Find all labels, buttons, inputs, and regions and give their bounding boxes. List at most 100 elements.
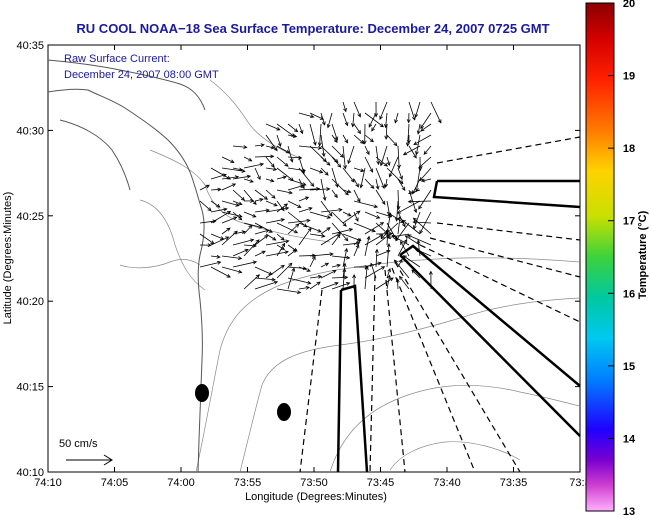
current-vector <box>298 266 311 272</box>
current-vector-head <box>360 140 365 145</box>
current-vector <box>320 112 326 126</box>
current-vector-head <box>319 169 324 174</box>
current-vector-head <box>350 178 355 183</box>
current-vector <box>331 276 348 279</box>
current-vector <box>364 156 373 173</box>
radar-beams <box>299 136 581 473</box>
current-vector-head <box>319 116 325 120</box>
current-vector <box>386 156 390 166</box>
current-vector <box>276 262 293 279</box>
current-vector <box>276 123 295 137</box>
current-vector-head <box>391 235 396 239</box>
current-vectors <box>199 101 442 295</box>
station-marker <box>195 384 209 402</box>
current-vector <box>298 227 312 246</box>
current-vector-head <box>406 139 411 145</box>
current-vector <box>394 259 410 279</box>
current-vector-head <box>418 164 423 169</box>
current-vector <box>413 221 432 224</box>
current-vector-head <box>276 126 281 131</box>
beam-wedge <box>432 179 581 209</box>
current-vector-head <box>324 171 329 176</box>
x-tick-label: 74:05 <box>101 477 129 489</box>
current-vector-head <box>280 246 286 250</box>
current-vector-head <box>386 242 391 248</box>
current-vector <box>407 234 432 246</box>
current-vector-head <box>226 274 231 278</box>
current-vector <box>276 233 285 241</box>
current-vector <box>353 178 359 188</box>
current-vector-head <box>344 237 349 242</box>
current-vector <box>309 167 323 173</box>
current-vector <box>342 112 348 126</box>
beam-wedge <box>399 244 581 437</box>
current-vector-head <box>384 135 389 140</box>
current-vector <box>298 222 322 233</box>
current-vector-head <box>226 175 232 180</box>
current-vector-head <box>418 205 422 210</box>
colorbar-tick-label: 18 <box>623 143 635 155</box>
current-vector-head <box>399 175 403 180</box>
current-vector <box>381 222 399 239</box>
current-vector-head <box>423 150 428 155</box>
colorbar-tick-label: 20 <box>623 0 635 10</box>
current-vector-head <box>334 136 339 141</box>
current-vector-head <box>321 121 326 126</box>
current-vector <box>265 123 280 131</box>
current-vector-head <box>324 262 330 267</box>
current-vector-head <box>437 119 442 124</box>
current-vector <box>407 123 410 146</box>
current-vector <box>397 216 401 235</box>
current-vector <box>331 282 350 290</box>
current-vector-head <box>285 239 290 244</box>
current-vector-head <box>288 190 293 195</box>
current-vector-head <box>404 235 409 240</box>
current-vector-head <box>233 230 238 235</box>
current-vector-head <box>388 173 393 178</box>
current-vector-head <box>342 262 347 267</box>
current-vector-head <box>365 150 370 156</box>
current-vector <box>287 178 306 186</box>
current-vector <box>364 222 384 235</box>
current-vector <box>232 211 242 221</box>
current-vector-head <box>369 138 374 143</box>
current-vector-head <box>265 229 270 233</box>
current-vector <box>287 223 300 235</box>
current-vector <box>353 238 361 246</box>
current-vector <box>353 123 361 134</box>
current-vector <box>265 189 276 199</box>
current-vector <box>375 189 386 205</box>
x-axis-ticks: 74:10 74:05 74:00 73:55 73:50 73:45 73:40 73:35… <box>34 45 591 489</box>
current-vector <box>397 178 406 191</box>
current-vector <box>232 249 249 257</box>
current-vector-head <box>212 219 217 224</box>
current-vector-head <box>306 218 311 223</box>
current-vector-head <box>379 234 384 238</box>
y-tick-label: 40:15 <box>16 382 44 394</box>
colorbar-tick-label: 19 <box>623 71 635 83</box>
current-vector-head <box>226 210 232 215</box>
current-vector-head <box>379 162 384 167</box>
current-vector <box>396 200 399 221</box>
current-vector-head <box>381 200 386 206</box>
current-vector-head <box>302 266 307 271</box>
current-vector <box>276 176 287 180</box>
current-vector-head <box>343 107 347 113</box>
current-vector <box>298 286 310 290</box>
current-vector-head <box>297 204 302 208</box>
current-vector-head <box>373 204 379 209</box>
current-vector <box>276 189 293 194</box>
current-vector <box>210 233 224 240</box>
current-vector <box>309 123 316 146</box>
current-vector <box>309 188 330 191</box>
current-vector-head <box>306 268 311 272</box>
current-vector <box>320 270 337 279</box>
current-vector-head <box>376 215 381 219</box>
current-vector <box>375 156 388 167</box>
current-vector <box>265 156 275 168</box>
current-vector <box>254 209 270 213</box>
current-vector-head <box>344 139 348 144</box>
current-vector <box>412 178 421 194</box>
current-vector-head <box>377 261 382 266</box>
current-vector <box>385 112 388 128</box>
